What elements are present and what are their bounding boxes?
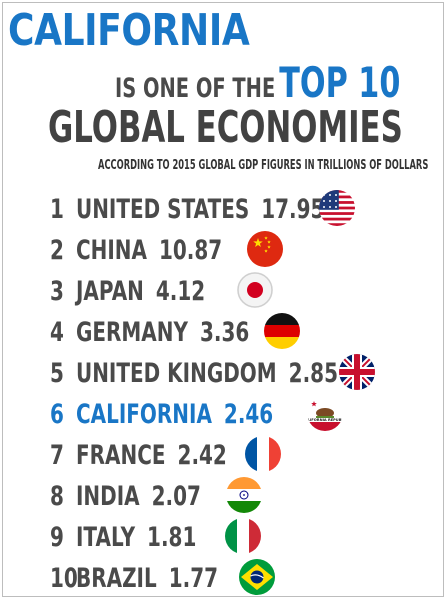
rank-number: 2 [50,234,64,266]
economy-name: JAPAN [74,275,144,307]
ranking-row: 8 INDIA 2.07 [50,477,262,513]
headline-prefix: IS ONE OF THE [115,73,276,104]
rank-number: 9 [50,521,64,553]
ranking-row: 1 UNITED STATES 17.95 [50,190,355,226]
ranking-row: 4 GERMANY 3.36 [50,313,300,349]
us-flag-icon [319,190,355,226]
ranking-row: 2 CHINA 10.87 [50,231,283,267]
rank-number: 5 [50,357,64,389]
economy-name: CALIFORNIA [76,398,212,430]
gdp-value: 4.12 [156,275,205,307]
brazil-flag-icon [239,559,275,595]
economy-name: FRANCE [76,439,166,471]
headline-california: CALIFORNIA [8,5,250,56]
germany-flag-icon [264,313,300,349]
headline-global-economies: GLOBAL ECONOMIES [48,102,403,153]
economy-name: UNITED KINGDOM [76,357,277,389]
economy-name: ITALY [76,521,136,553]
rank-number: 10 [50,562,78,594]
source-note: ACCORDING TO 2015 GLOBAL GDP FIGURES IN … [98,158,429,173]
california-republic-label: CALIFORNIA REPUBLIC [302,418,348,422]
italy-flag-icon [225,518,261,554]
infographic-frame [2,2,444,597]
economy-name: GERMANY [76,316,189,348]
ranking-row: 3 JAPAN 4.12 [50,272,273,308]
economy-name: CHINA [76,234,148,266]
rank-number: 1 [50,193,64,225]
ranking-row: 9 ITALY 1.81 [50,518,261,554]
economy-name: BRAZIL [76,562,157,594]
india-flag-icon [226,477,262,513]
rank-number: 7 [50,439,64,471]
france-flag-icon [245,436,281,472]
gdp-value: 2.42 [178,439,227,471]
headline-top-ten: IS ONE OF THE TOP 10 [115,58,400,107]
gdp-value: 1.77 [169,562,218,594]
gdp-value: 3.36 [200,316,249,348]
california-flag-icon: CALIFORNIA REPUBLIC [302,395,348,431]
economy-name: UNITED STATES [76,193,249,225]
economy-name: INDIA [76,480,140,512]
rank-number: 6 [50,398,64,430]
gdp-value: 2.07 [152,480,201,512]
rank-number: 4 [50,316,64,348]
ranking-row: 5 UNITED KINGDOM 2.85 [50,354,375,390]
china-flag-icon [247,231,283,267]
rank-number: 8 [50,480,64,512]
gdp-value: 10.87 [159,234,222,266]
gdp-value: 1.81 [147,521,196,553]
gdp-value: 17.95 [261,193,324,225]
rank-number: 3 [50,275,64,307]
gdp-value: 2.85 [289,357,338,389]
headline-highlight: TOP 10 [279,58,401,107]
ranking-row: 6 CALIFORNIA 2.46 CALIFORNIA REPUBLIC [50,395,348,431]
ranking-row: 7 FRANCE 2.42 [50,436,281,472]
gdp-value: 2.46 [224,398,273,430]
uk-flag-icon [339,354,375,390]
japan-flag-icon [237,272,273,308]
